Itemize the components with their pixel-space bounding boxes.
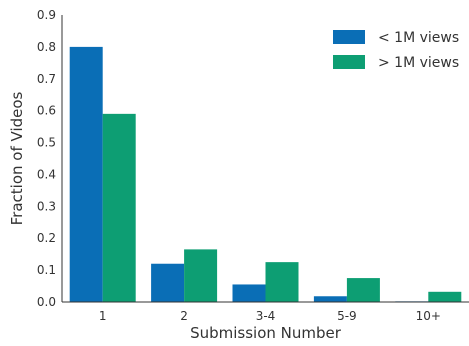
x-tick-label: 1 — [99, 309, 107, 323]
bar-over-1m-1 — [102, 113, 136, 302]
y-tick-label: 0.5 — [37, 136, 56, 150]
x-tick-label: 2 — [180, 309, 188, 323]
bar-over-1m-5-9 — [346, 278, 380, 302]
bar-under-1m-3-4 — [232, 284, 266, 302]
bar-under-1m-1 — [69, 46, 103, 303]
y-tick-label: 0.0 — [37, 295, 56, 309]
x-tick-label: 5-9 — [337, 309, 357, 323]
legend-label: > 1M views — [378, 55, 459, 71]
y-tick-label: 0.6 — [37, 104, 56, 118]
bar-over-1m-10+ — [428, 291, 462, 302]
bar-over-1m-3-4 — [265, 262, 299, 302]
y-tick-label: 0.9 — [37, 8, 56, 22]
y-tick-label: 0.2 — [37, 231, 56, 245]
bar-under-1m-2 — [151, 263, 185, 302]
y-tick-label: 0.7 — [37, 72, 56, 86]
bar-under-1m-5-9 — [313, 296, 347, 302]
bars-group — [69, 46, 462, 303]
legend-label: < 1M views — [378, 30, 459, 46]
legend: < 1M views > 1M views — [333, 30, 459, 71]
legend-swatch — [333, 55, 365, 69]
y-axis-label: Fraction of Videos — [8, 91, 26, 225]
x-tick-labels: 1 2 3-4 5-9 10+ — [99, 309, 441, 323]
y-tick-label: 0.3 — [37, 199, 56, 213]
x-tick-label: 3-4 — [256, 309, 276, 323]
y-tick-label: 0.1 — [37, 263, 56, 277]
y-tick-label: 0.4 — [37, 167, 56, 181]
y-tick-label: 0.8 — [37, 40, 56, 54]
x-tick-label: 10+ — [416, 309, 441, 323]
bar-over-1m-2 — [184, 249, 218, 302]
y-tick-labels: 0.0 0.1 0.2 0.3 0.4 0.5 0.6 0.7 0.8 0.9 — [37, 8, 56, 309]
x-axis-label: Submission Number — [190, 324, 342, 342]
legend-swatch — [333, 30, 365, 44]
